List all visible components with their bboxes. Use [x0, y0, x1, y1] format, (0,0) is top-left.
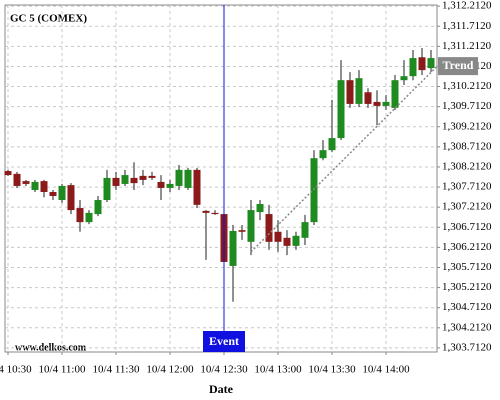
candle-body: [193, 169, 201, 205]
candle-body: [166, 183, 174, 188]
candle-body: [373, 101, 381, 106]
y-tick-label: 1,311.2120: [442, 40, 492, 52]
candle-body: [139, 175, 147, 180]
y-tick-label: 1,307.7120: [442, 181, 492, 193]
candle-body: [103, 177, 111, 201]
candle-body: [355, 78, 363, 104]
candle-body: [130, 177, 138, 184]
candle-body: [85, 212, 93, 223]
candle-body: [427, 58, 435, 69]
y-tick-label: 1,304.2120: [442, 321, 492, 333]
y-tick-label: 1,310.2120: [442, 80, 492, 92]
candle-body: [418, 57, 426, 71]
candle-body: [211, 212, 219, 215]
candle-body: [94, 200, 102, 215]
y-tick-label: 1,307.2120: [442, 201, 492, 213]
event-label: Event: [209, 334, 239, 348]
candle-body: [301, 222, 309, 238]
candle-body: [409, 58, 417, 77]
candle-body: [247, 210, 255, 242]
y-tick-label: 1,308.2120: [442, 160, 492, 172]
chart-title: GC 5 (COMEX): [10, 13, 87, 25]
y-tick-label: 1,306.2120: [442, 241, 492, 253]
y-tick-label: 1,308.7120: [442, 140, 492, 152]
candle-body: [157, 181, 165, 188]
y-tick-label: 1,305.7120: [442, 261, 492, 273]
candle-body: [202, 210, 210, 213]
candle-body: [148, 175, 156, 178]
candle-body: [184, 169, 192, 188]
plot-frame: [4, 4, 438, 353]
candle-body: [337, 80, 345, 139]
candle-body: [31, 181, 39, 190]
x-tick-label: 10/4 13:00: [254, 364, 302, 376]
candle-body: [265, 214, 273, 242]
y-tick-label: 1,309.7120: [442, 100, 492, 112]
candle-body: [382, 101, 390, 106]
candle-body: [310, 158, 318, 223]
candle-body: [22, 181, 30, 184]
candle-body: [364, 92, 372, 104]
y-tick-label: 1,306.7120: [442, 221, 492, 233]
candle-body: [346, 80, 354, 104]
x-tick-label: 10/4 12:30: [200, 364, 248, 376]
candle-body: [400, 76, 408, 81]
watermark: www.delkos.com: [15, 342, 87, 353]
y-tick-label: 1,311.7120: [442, 20, 492, 32]
candle-body: [229, 230, 237, 266]
candle-body: [112, 177, 120, 186]
x-tick-label: 10/4 11:00: [39, 364, 86, 376]
candle-body: [175, 169, 183, 186]
candle-body: [58, 185, 66, 201]
candle-body: [292, 235, 300, 246]
candle-body: [391, 80, 399, 108]
candle-body: [319, 150, 327, 159]
candle-body: [4, 171, 12, 176]
y-tick-label: 1,312.2120: [442, 0, 492, 12]
candle-body: [274, 231, 282, 242]
x-axis-title: Date: [209, 382, 234, 396]
y-tick-label: 1,303.7120: [442, 341, 492, 353]
x-tick-label: 10/4 14:00: [362, 364, 410, 376]
x-tick-label: 10/4 11:30: [93, 364, 140, 376]
candle-body: [67, 185, 75, 211]
candle-body: [76, 208, 84, 223]
x-tick-label: 10/4 10:30: [0, 364, 32, 376]
event-box: [203, 331, 245, 352]
candle-body: [256, 204, 264, 213]
trend-label: Trend: [443, 58, 474, 72]
candle-body: [121, 175, 129, 184]
y-tick-label: 1,305.2120: [442, 281, 492, 293]
candle-body: [328, 138, 336, 151]
y-tick-label: 1,309.2120: [442, 120, 492, 132]
x-tick-label: 10/4 13:30: [308, 364, 356, 376]
trend-label-box: [438, 57, 478, 76]
candle-body: [238, 230, 246, 232]
candle-body: [49, 191, 57, 196]
candle-body: [283, 237, 291, 246]
y-tick-label: 1,304.7120: [442, 301, 492, 313]
x-tick-label: 10/4 12:00: [146, 364, 194, 376]
candle-body: [13, 173, 21, 186]
candle-body: [40, 181, 48, 192]
